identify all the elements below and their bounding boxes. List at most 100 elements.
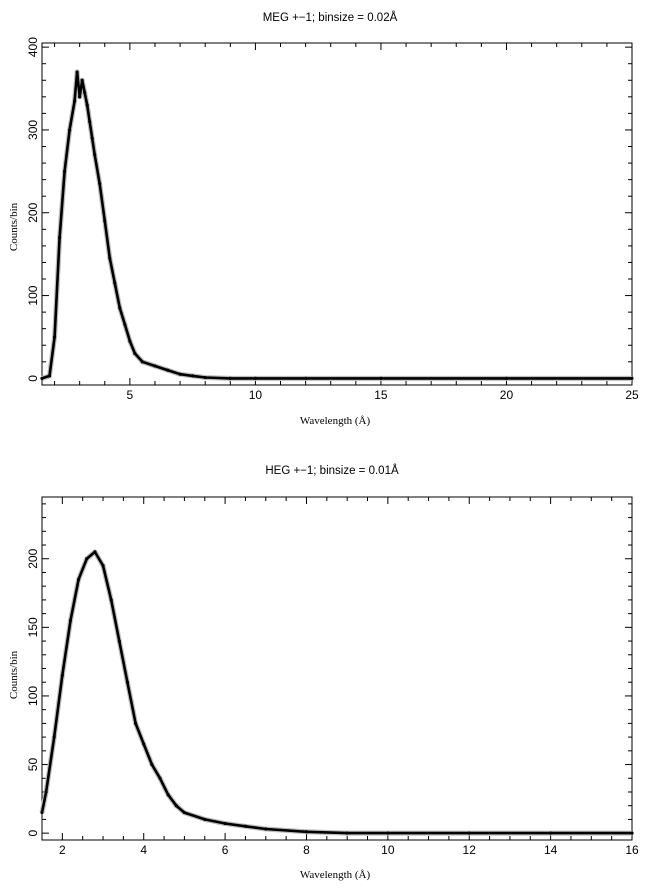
meg-ytick-label: 100 [26,285,40,305]
heg-data-point [203,817,207,822]
meg-data-point [73,99,77,103]
meg-title: MEG +−1; binsize = 0.02Å [263,11,398,24]
heg-data-point [93,550,97,554]
heg-data-point [182,810,187,815]
meg-data-point [78,95,82,99]
meg-data-point [93,153,97,157]
heg-data-point [109,598,113,602]
heg-data-point [345,831,349,835]
meg-data-point [504,376,509,380]
heg-ytick-label: 50 [26,758,40,772]
meg-ytick-label: 0 [26,375,40,382]
heg-xtick-label: 10 [381,843,395,857]
heg-xtick-label: 16 [625,843,639,857]
heg-data-point [304,830,309,834]
meg-data-point [123,322,127,327]
meg-ticks [42,43,633,385]
heg-data-point [630,831,634,835]
meg-data-point [379,376,383,380]
heg-x-axis-label: Wavelength (Å) [300,869,371,881]
meg-xtick-label: 10 [249,388,263,402]
meg-xtick-label: 15 [374,388,388,402]
meg-data-point [118,306,122,310]
heg-xtick-label: 6 [222,843,229,857]
heg-data-point [158,776,162,780]
meg-data-point [103,219,107,223]
meg-data-point [80,78,84,82]
heg-data-point [117,639,121,643]
heg-data-point [44,790,48,794]
heg-ytick-label: 100 [26,686,40,706]
meg-data-point [178,372,182,376]
heg-ticks [41,497,633,840]
heg-ytick-label: 150 [26,617,40,637]
meg-ytick-label: 200 [26,202,40,222]
meg-data-point [57,236,62,240]
heg-ytick-labels: 0 50 100 150 200 [26,548,40,836]
heg-data-point [150,762,154,767]
meg-data-point [113,281,117,285]
meg-data-point [40,376,44,380]
meg-data-point [98,182,102,186]
heg-data-point [133,721,138,725]
heg-data-point [101,564,105,568]
meg-data-point [133,351,137,356]
heg-data-point [549,831,553,835]
meg-data-point [191,374,195,378]
heg-series-line [40,550,632,835]
meg-data-point [83,91,87,95]
meg-panel: MEG +−1; binsize = 0.02Å 5 10 15 20 25 0 100 2… [8,11,639,427]
meg-series [40,69,634,381]
meg-data-point [203,375,207,380]
heg-data-point [166,793,170,797]
heg-data-point [52,735,56,739]
heg-data-point [125,680,130,684]
meg-x-axis-label: Wavelength (Å) [300,415,371,427]
heg-data-point [174,804,178,808]
meg-data-point [88,120,92,124]
meg-data-point [304,376,308,380]
meg-data-point [228,376,232,380]
meg-xtick-labels: 5 10 15 20 25 [127,388,639,402]
heg-data-point [467,831,471,835]
meg-data-point [68,128,72,132]
heg-data-point [40,810,44,815]
meg-data-point [85,103,89,107]
heg-xtick-label: 14 [544,843,558,857]
heg-xtick-label: 4 [140,843,147,857]
meg-plot-frame [41,42,633,386]
meg-data-point [62,169,67,173]
heg-title: HEG +−1; binsize = 0.01Å [265,464,399,477]
heg-data-point [223,821,227,826]
meg-series-error-band [41,69,632,381]
meg-data-point [75,70,79,74]
meg-data-point [630,376,634,380]
heg-panel: HEG +−1; binsize = 0.01Å 2 4 6 8 10 12 14 16 0 5… [8,464,639,881]
heg-series [39,549,634,836]
heg-xtick-label: 8 [303,843,310,857]
meg-ytick-label: 400 [26,37,40,57]
meg-xtick-label: 25 [625,388,639,402]
heg-ytick-label: 0 [26,829,40,836]
heg-xtick-label: 2 [59,843,66,857]
heg-xtick-labels: 2 4 6 8 10 12 14 16 [59,843,639,857]
meg-data-point [128,339,132,343]
meg-data-point [108,256,112,260]
heg-data-point [142,742,146,746]
heg-data-point [68,618,73,623]
meg-y-axis-label: Counts/bin [8,202,20,251]
heg-data-point [60,673,64,677]
heg-plot-frame [41,496,633,841]
meg-data-point [253,376,258,380]
heg-data-point [243,824,248,828]
meg-data-point [165,368,170,372]
meg-data-point [153,364,157,368]
heg-ytick-label: 200 [26,548,40,568]
meg-xtick-label: 20 [500,388,514,402]
meg-data-point [52,335,57,339]
heg-data-point [386,831,390,835]
heg-data-point [264,827,268,831]
meg-data-point [140,360,145,364]
meg-series-line [41,70,632,380]
